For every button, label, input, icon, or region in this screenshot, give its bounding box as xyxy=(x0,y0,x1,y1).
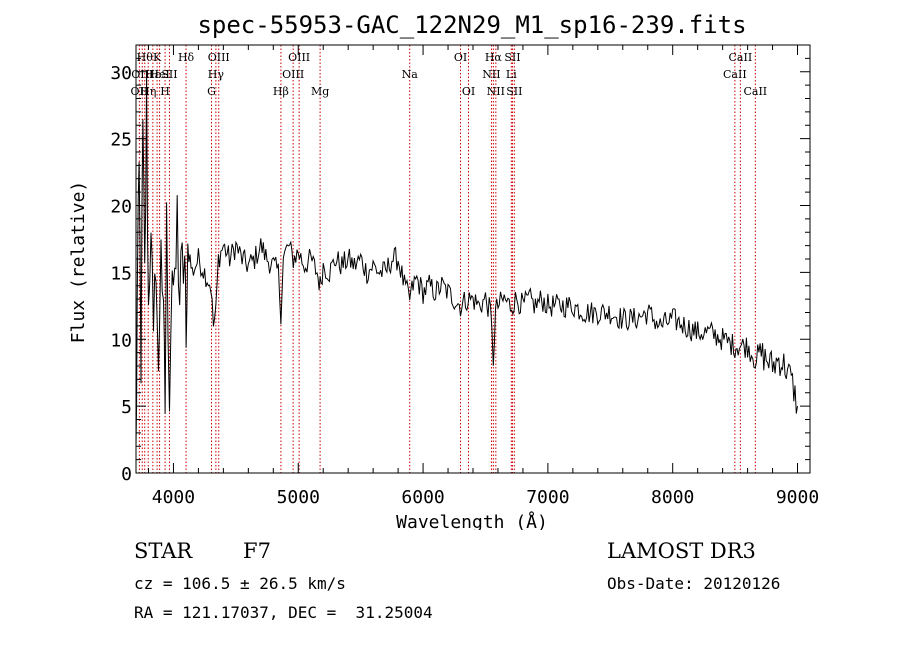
spectral-line-label: Hε xyxy=(145,68,161,81)
spectral-line-label: SII xyxy=(506,85,522,98)
spectral-line-label: Li xyxy=(506,68,517,81)
y-axis-ticks: 0 5 10 15 20 25 30 xyxy=(110,44,810,485)
spectral-line-label: CaII xyxy=(743,85,767,98)
spectral-line-label: SII xyxy=(504,51,520,64)
spectral-line-label: SII xyxy=(161,68,177,81)
object-subclass: F7 xyxy=(243,539,271,563)
spectral-line-label: CaII xyxy=(729,51,753,64)
x-tick-label: 5000 xyxy=(277,487,320,508)
spectral-line-label: Hγ xyxy=(208,68,225,81)
spectral-line-label: Hη xyxy=(140,85,156,98)
x-axis-ticks: 4000 5000 6000 7000 8000 9000 xyxy=(147,45,819,508)
object-class: STAR xyxy=(134,539,193,563)
survey-name: LAMOST DR3 xyxy=(607,539,756,563)
plot-frame xyxy=(135,44,811,474)
x-tick-label: 6000 xyxy=(401,487,444,508)
spectral-line-label: OIII xyxy=(208,51,230,64)
y-tick-label: 5 xyxy=(121,397,132,418)
spectral-line-label: Hθ xyxy=(137,51,154,64)
chart-title: spec-55953-GAC_122N29_M1_sp16-239.fits xyxy=(197,11,746,39)
spectral-line-labels: OIIOIIIHθHηHεKHeIHSIIHδGHγOIIIHβOIIIOIII… xyxy=(131,51,768,98)
y-tick-label: 10 xyxy=(110,330,132,351)
y-tick-label: 20 xyxy=(110,197,132,218)
y-axis-label: Flux (relative) xyxy=(68,181,89,344)
y-tick-label: 25 xyxy=(110,130,132,151)
spectral-line-label: OIII xyxy=(282,68,304,81)
spectral-line-label: Na xyxy=(402,68,419,81)
spectral-line-label: G xyxy=(207,85,216,98)
spectral-line-markers xyxy=(138,45,756,473)
spectral-line-label: Hα xyxy=(485,51,503,64)
y-tick-label: 0 xyxy=(121,464,132,485)
spectral-line-label: OI xyxy=(462,85,475,98)
spectral-line-label: Mg xyxy=(311,85,329,98)
spectral-line-label: K xyxy=(153,51,162,64)
spectral-line-label: Hβ xyxy=(273,85,289,98)
y-tick-label: 15 xyxy=(110,263,132,284)
spectral-line-label: OIII xyxy=(288,51,310,64)
spectral-line-label: OII xyxy=(131,85,149,98)
spectral-line-label: Hδ xyxy=(178,51,195,64)
x-tick-label: 4000 xyxy=(152,487,195,508)
spectral-line-label: CaII xyxy=(723,68,747,81)
y-tick-label: 30 xyxy=(110,63,132,84)
spectral-line-label: HeI xyxy=(149,68,169,81)
x-axis-label: Wavelength (Å) xyxy=(396,511,548,530)
spectrum-series-line xyxy=(135,70,798,446)
spectral-line-label: H xyxy=(160,85,170,98)
spectrum-chart: spec-55953-GAC_122N29_M1_sp16-239.fits O… xyxy=(68,11,819,530)
spectral-line-label: NII xyxy=(487,85,505,98)
x-tick-label: 8000 xyxy=(651,487,694,508)
spectral-line-label: OI xyxy=(454,51,467,64)
spectral-line-label: NII xyxy=(482,68,500,81)
coordinates: RA = 121.17037, DEC = 31.25004 xyxy=(134,603,433,622)
x-tick-label: 7000 xyxy=(526,487,569,508)
x-tick-label: 9000 xyxy=(776,487,819,508)
observation-date: Obs-Date: 20120126 xyxy=(607,574,781,593)
redshift-velocity: cz = 106.5 ± 26.5 km/s xyxy=(134,574,346,593)
